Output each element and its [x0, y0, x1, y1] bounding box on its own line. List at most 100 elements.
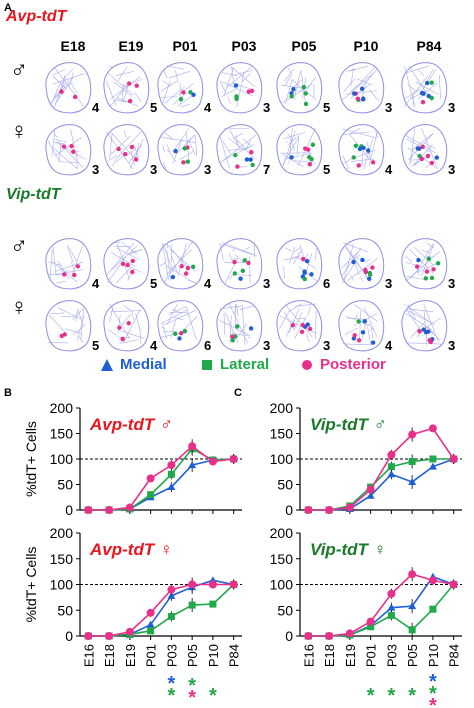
- data-point-posterior: [188, 580, 197, 589]
- neuron-dot: [178, 331, 184, 336]
- brain-mesh-line: [161, 81, 177, 92]
- neuron-dot: [370, 160, 376, 165]
- brain-mesh-line: [293, 249, 303, 265]
- brain-outline: [338, 238, 385, 290]
- neuron-dot: [130, 269, 135, 275]
- brain-mesh-line: [221, 243, 253, 255]
- y-tick-label: 50: [57, 602, 73, 618]
- brain-mesh-line: [293, 246, 302, 253]
- data-point-posterior: [105, 632, 114, 640]
- brain-mesh-line: [53, 142, 65, 144]
- neuron-dot: [72, 272, 77, 278]
- brain-mesh-line: [229, 129, 240, 149]
- sample-count: 6: [204, 338, 212, 353]
- brain-mesh-line: [404, 75, 428, 107]
- brain-mesh-line: [285, 308, 300, 337]
- data-point-posterior: [167, 461, 176, 470]
- brain-mesh-line: [426, 255, 434, 257]
- brain-mesh-line: [236, 139, 256, 160]
- data-point-posterior: [229, 580, 238, 589]
- brain-image: [211, 122, 265, 183]
- neuron-dot: [353, 143, 359, 149]
- brain-mesh-line: [126, 147, 137, 157]
- y-tick-label: 0: [65, 502, 73, 518]
- brain-mesh-line: [110, 132, 139, 162]
- brain-mesh-line: [407, 251, 441, 281]
- brain-mesh-line: [231, 66, 235, 88]
- brain-mesh-line: [55, 141, 86, 160]
- brain-mesh-line: [57, 260, 69, 280]
- neuron-dot: [361, 145, 366, 151]
- neuron-dot: [357, 146, 363, 152]
- neuron-dot: [232, 271, 238, 276]
- neuron-dot: [289, 155, 294, 160]
- brain-mesh-line: [220, 80, 253, 97]
- brain-mesh-line: [282, 136, 300, 165]
- brain-mesh-line: [355, 313, 358, 319]
- neuron-dot: [61, 144, 67, 149]
- brain-mesh-line: [234, 254, 245, 264]
- neuron-dot: [428, 339, 434, 345]
- brain-mesh-line: [223, 313, 226, 336]
- series-line-posterior: [88, 445, 234, 511]
- x-tick-label: P05: [185, 644, 200, 667]
- data-point-posterior: [408, 430, 417, 439]
- brain-mesh-line: [343, 243, 354, 282]
- x-tick-label: P10: [426, 644, 441, 667]
- brain-mesh-line: [162, 80, 171, 103]
- brain-mesh-line: [236, 72, 245, 108]
- sample-count: 5: [323, 162, 331, 177]
- brain-mesh-line: [172, 128, 189, 153]
- brain-mesh-line: [427, 69, 437, 83]
- age-label-p10: P10: [353, 38, 379, 54]
- data-point-lateral: [408, 458, 416, 466]
- sample-count: 7: [263, 162, 271, 177]
- brain-mesh-line: [415, 81, 439, 95]
- y-tick-label: 100: [50, 451, 74, 467]
- neuron-dot: [233, 152, 238, 158]
- data-point-medial: [408, 602, 417, 610]
- brain-mesh-line: [47, 140, 61, 163]
- significance-star: *: [188, 687, 196, 708]
- brain-mesh-line: [110, 135, 132, 155]
- neuron-dot: [230, 334, 235, 339]
- brain-mesh-line: [113, 131, 142, 162]
- brain-mesh-line: [342, 343, 373, 346]
- brain-mesh-line: [49, 249, 53, 279]
- y-tick-label: 150: [270, 551, 294, 567]
- brain-mesh-line: [360, 276, 364, 283]
- brain-outline: [401, 62, 448, 114]
- neuron-dot: [425, 153, 431, 159]
- y-tick-label: 50: [277, 477, 293, 493]
- neuron-dot: [191, 92, 196, 98]
- brain-mesh-line: [106, 80, 117, 106]
- brain-mesh-line: [288, 133, 296, 151]
- data-point-posterior: [449, 580, 458, 589]
- significance-star: *: [367, 685, 375, 707]
- significance-star: *: [408, 685, 416, 707]
- neuron-dot: [429, 160, 434, 166]
- data-point-lateral: [188, 601, 196, 609]
- neuron-dot: [304, 258, 310, 264]
- brain-mesh-line: [282, 130, 296, 167]
- data-point-posterior: [84, 506, 93, 514]
- chart-title: Vip-tdT ♂: [310, 415, 385, 434]
- brain-mesh-line: [168, 305, 188, 315]
- brain-mesh-line: [129, 138, 144, 169]
- neuron-dot: [71, 149, 76, 154]
- neuron-dot: [363, 267, 368, 273]
- brain-mesh-line: [52, 246, 57, 274]
- brain-image: [40, 122, 94, 183]
- sample-count: 3: [448, 338, 456, 353]
- brain-mesh-line: [56, 75, 67, 103]
- data-point-medial: [428, 462, 437, 470]
- brain-mesh-line: [65, 328, 82, 334]
- brain-mesh-line: [416, 268, 420, 275]
- neuron-dot: [425, 80, 430, 86]
- legend-item-posterior: Posterior: [300, 356, 386, 373]
- brain-image: [333, 60, 387, 121]
- neuron-dot: [423, 330, 429, 335]
- brain-mesh-line: [421, 249, 430, 253]
- brain-mesh-line: [63, 77, 74, 89]
